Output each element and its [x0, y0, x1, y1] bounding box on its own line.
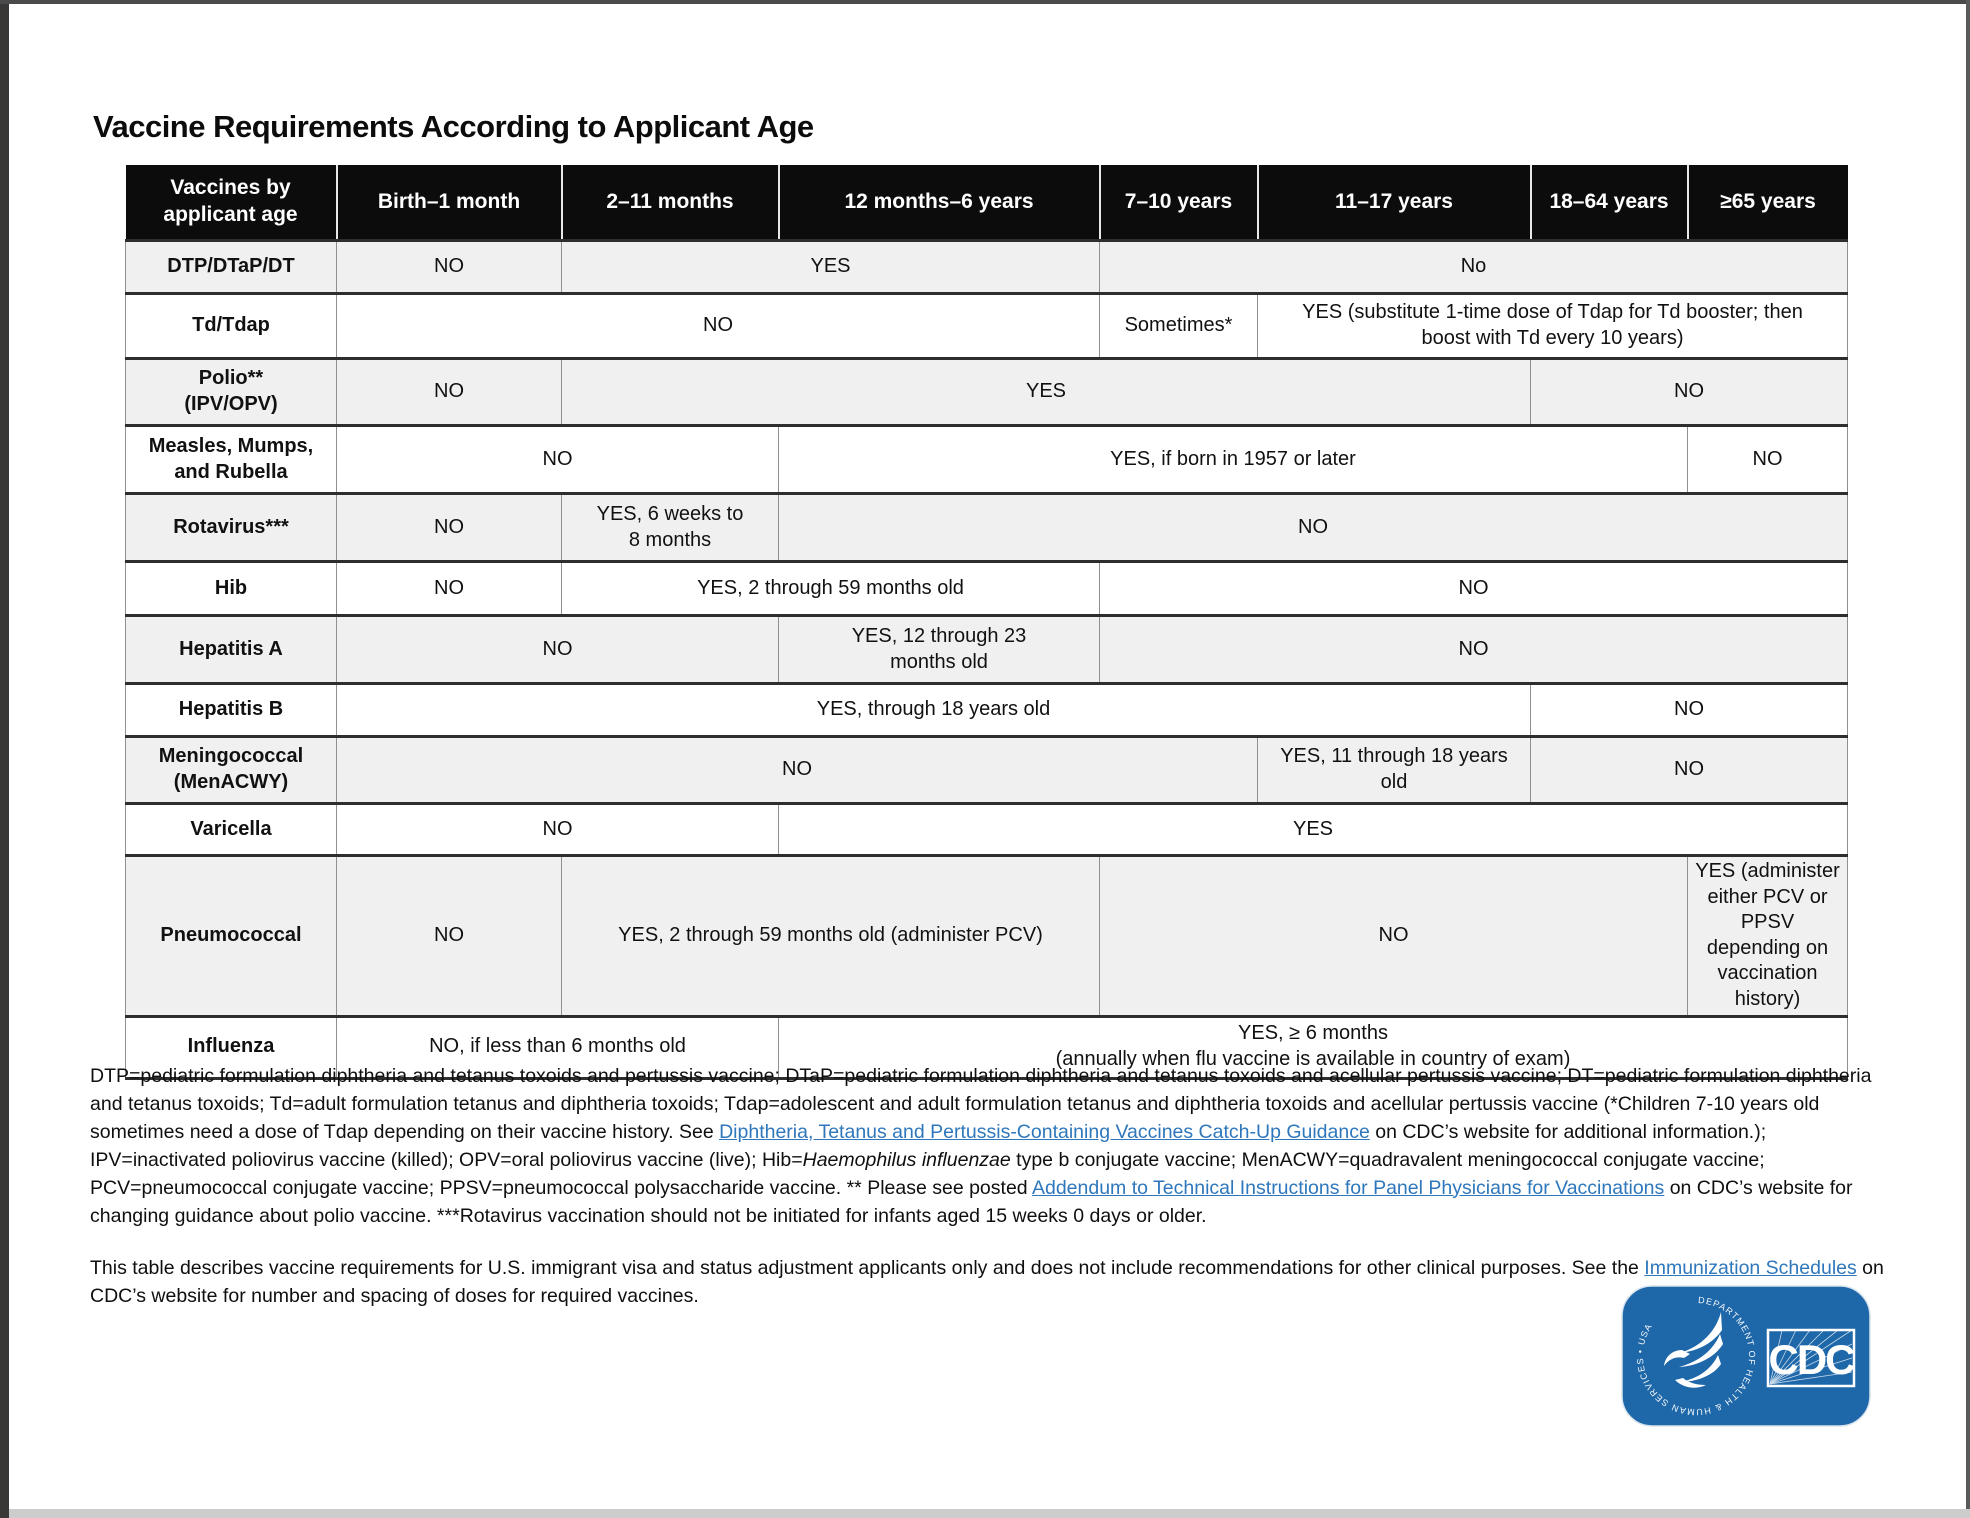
table-row-hepatitis-b: Hepatitis B YES, through 18 years old NO [125, 683, 1848, 737]
cdc-logo: DEPARTMENT OF HEALTH & HUMAN SERVICES • … [1621, 1285, 1871, 1427]
table-row-polio: Polio** (IPV/OPV) NO YES NO [125, 358, 1848, 426]
table-cell: YES [778, 803, 1848, 856]
footnote-text: on CDC’s website for changing guidance a… [90, 1176, 1853, 1227]
row-label-influenza: Influenza [125, 1016, 337, 1079]
hhs-eagle-icon [1664, 1312, 1723, 1388]
footnote-text: on CDC’s website for additional informat… [90, 1120, 1767, 1171]
table-cell: NO [336, 240, 562, 294]
table-cell: NO [1530, 736, 1848, 804]
footnote-italic-haemophilus: Haemophilus influenzae [802, 1148, 1011, 1171]
cdc-logo-text: CDC [1769, 1336, 1856, 1383]
row-label-dtp: DTP/DTaP/DT [125, 240, 337, 294]
footnote-text: type b conjugate vaccine; MenACWY=quadra… [90, 1148, 1765, 1199]
row-label-meningococcal: Meningococcal (MenACWY) [125, 736, 337, 804]
table-cell: NO [336, 493, 562, 562]
vaccine-requirements-table: Vaccines by applicant age Birth–1 month … [125, 165, 1848, 1080]
table-cell: NO [1099, 615, 1848, 684]
table-cell: NO [1099, 855, 1688, 1017]
footnote-text: This table describes vaccine requirement… [90, 1256, 1645, 1279]
row-label-td-tdap: Td/Tdap [125, 293, 337, 359]
row-label-polio: Polio** (IPV/OPV) [125, 358, 337, 426]
row-label-mmr: Measles, Mumps, and Rubella [125, 425, 337, 494]
cdc-sunburst-lines [1769, 1329, 1853, 1385]
table-row-td-tdap: Td/Tdap NO Sometimes* YES (substitute 1-… [125, 293, 1848, 359]
header-11-17-years: 11–17 years [1256, 165, 1531, 241]
table-row-hib: Hib NO YES, 2 through 59 months old NO [125, 561, 1848, 616]
header-2-11-months: 2–11 months [560, 165, 779, 241]
row-label-rotavirus: Rotavirus*** [125, 493, 337, 562]
link-addendum-technical-instructions[interactable]: Addendum to Technical Instructions for P… [1031, 1176, 1665, 1199]
row-label-pneumococcal: Pneumococcal [125, 855, 337, 1017]
table-cell: NO [1099, 561, 1848, 616]
table-cell: Sometimes* [1099, 293, 1258, 359]
table-cell: NO [336, 425, 779, 494]
table-row-hepatitis-a: Hepatitis A NO YES, 12 through 23 months… [125, 615, 1848, 684]
table-row-influenza: Influenza NO, if less than 6 months old … [125, 1016, 1848, 1079]
table-row-pneumococcal: Pneumococcal NO YES, 2 through 59 months… [125, 855, 1848, 1017]
table-row-rotavirus: Rotavirus*** NO YES, 6 weeks to 8 months… [125, 493, 1848, 562]
table-cell: YES, 12 through 23 months old [778, 615, 1100, 684]
table-cell: YES, 2 through 59 months old (administer… [561, 855, 1100, 1017]
table-cell: NO [336, 358, 562, 426]
table-cell: YES, through 18 years old [336, 683, 1531, 737]
table-cell: NO [1530, 683, 1848, 737]
header-birth-1-month: Birth–1 month [335, 165, 562, 241]
table-row-meningococcal: Meningococcal (MenACWY) NO YES, 11 throu… [125, 736, 1848, 804]
table-cell: NO [778, 493, 1848, 562]
header-65-plus-years: ≥65 years [1686, 165, 1848, 241]
table-cell: NO [336, 293, 1100, 359]
table-row-dtp: DTP/DTaP/DT NO YES No [125, 240, 1848, 294]
table-cell: NO [336, 615, 779, 684]
page-border-left [0, 0, 9, 1518]
header-12-months-6-years: 12 months–6 years [777, 165, 1100, 241]
footnote-text: DTP=pediatric formulation diphtheria and… [90, 1064, 1872, 1143]
cdc-logo-background [1621, 1285, 1871, 1427]
footnote-abbreviations: DTP=pediatric formulation diphtheria and… [90, 1062, 1892, 1230]
table-cell: NO [1687, 425, 1848, 494]
table-cell: YES, ≥ 6 months (annually when flu vacci… [778, 1016, 1848, 1079]
table-cell: YES (substitute 1-time dose of Tdap for … [1257, 293, 1848, 359]
table-cell: NO [336, 561, 562, 616]
link-immunization-schedules[interactable]: Immunization Schedules [1644, 1256, 1857, 1279]
link-catch-up-guidance[interactable]: Diphtheria, Tetanus and Pertussis-Contai… [719, 1120, 1370, 1143]
page-border-bottom [9, 1509, 1970, 1518]
page-border-top [0, 0, 1970, 4]
row-label-hepatitis-a: Hepatitis A [125, 615, 337, 684]
table-cell: YES [561, 358, 1531, 426]
header-18-64-years: 18–64 years [1529, 165, 1688, 241]
header-vaccines-by-age: Vaccines by applicant age [125, 165, 337, 241]
row-label-hepatitis-b: Hepatitis B [125, 683, 337, 737]
table-cell: NO [336, 736, 1258, 804]
table-cell: NO [336, 803, 779, 856]
page-title: Vaccine Requirements According to Applic… [93, 108, 814, 144]
table-cell: YES, 6 weeks to 8 months [561, 493, 779, 562]
row-label-hib: Hib [125, 561, 337, 616]
page-border-right [1966, 0, 1970, 1518]
table-cell: YES [561, 240, 1100, 294]
table-cell: NO [336, 855, 562, 1017]
table-header-row: Vaccines by applicant age Birth–1 month … [125, 165, 1848, 241]
footnote-text: on CDC’s website for number and spacing … [90, 1256, 1884, 1307]
table-cell: YES (administer either PCV or PPSV depen… [1687, 855, 1848, 1017]
table-row-mmr: Measles, Mumps, and Rubella NO YES, if b… [125, 425, 1848, 494]
table-cell: YES, 2 through 59 months old [561, 561, 1100, 616]
table-cell: YES, if born in 1957 or later [778, 425, 1688, 494]
table-cell: NO, if less than 6 months old [336, 1016, 779, 1079]
table-cell: No [1099, 240, 1848, 294]
footnote-scope-note: This table describes vaccine requirement… [90, 1254, 1892, 1310]
table-cell: NO [1530, 358, 1848, 426]
cdc-text-box [1766, 1328, 1856, 1388]
row-label-varicella: Varicella [125, 803, 337, 856]
table-row-varicella: Varicella NO YES [125, 803, 1848, 856]
table-cell: YES, 11 through 18 years old [1257, 736, 1531, 804]
header-7-10-years: 7–10 years [1098, 165, 1258, 241]
